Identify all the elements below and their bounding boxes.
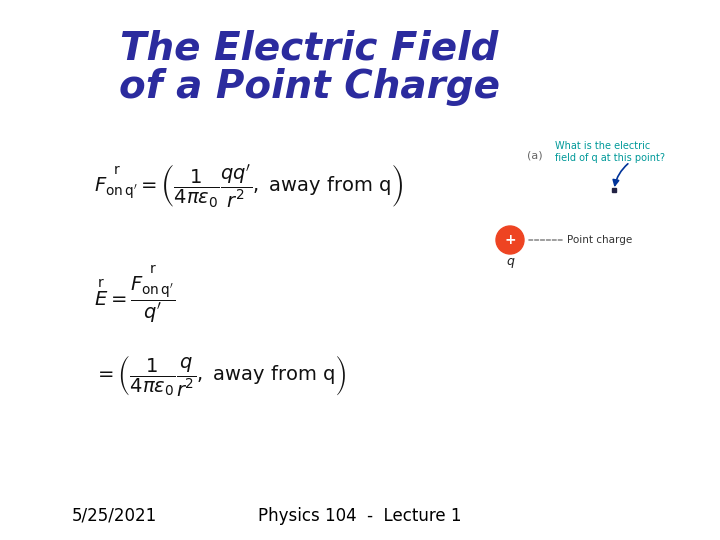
Text: of a Point Charge: of a Point Charge bbox=[119, 68, 500, 105]
Text: $\overset{\mathrm{r}}{E} = \dfrac{\overset{\mathrm{r}}{F_{\mathrm{on\,q'}}}}{q'}: $\overset{\mathrm{r}}{E} = \dfrac{\overs… bbox=[94, 264, 175, 325]
Text: $\overset{\mathrm{r}}{F_{\mathrm{on\,q'}}} = \left( \dfrac{1}{4\pi\varepsilon_0}: $\overset{\mathrm{r}}{F_{\mathrm{on\,q'}… bbox=[94, 163, 402, 210]
Circle shape bbox=[496, 226, 524, 254]
Text: Physics 104  -  Lecture 1: Physics 104 - Lecture 1 bbox=[258, 507, 462, 525]
Text: $= \left( \dfrac{1}{4\pi\varepsilon_0}\dfrac{q}{r^2},\ \mathrm{away\ from\ q} \r: $= \left( \dfrac{1}{4\pi\varepsilon_0}\d… bbox=[94, 353, 346, 398]
Text: The Electric Field: The Electric Field bbox=[120, 30, 499, 68]
Text: (a): (a) bbox=[527, 150, 543, 160]
Text: 5/25/2021: 5/25/2021 bbox=[72, 507, 157, 525]
Text: What is the electric
field of q at this point?: What is the electric field of q at this … bbox=[555, 141, 665, 163]
Text: +: + bbox=[504, 233, 516, 247]
Text: Point charge: Point charge bbox=[567, 235, 632, 245]
Text: q: q bbox=[506, 255, 514, 268]
